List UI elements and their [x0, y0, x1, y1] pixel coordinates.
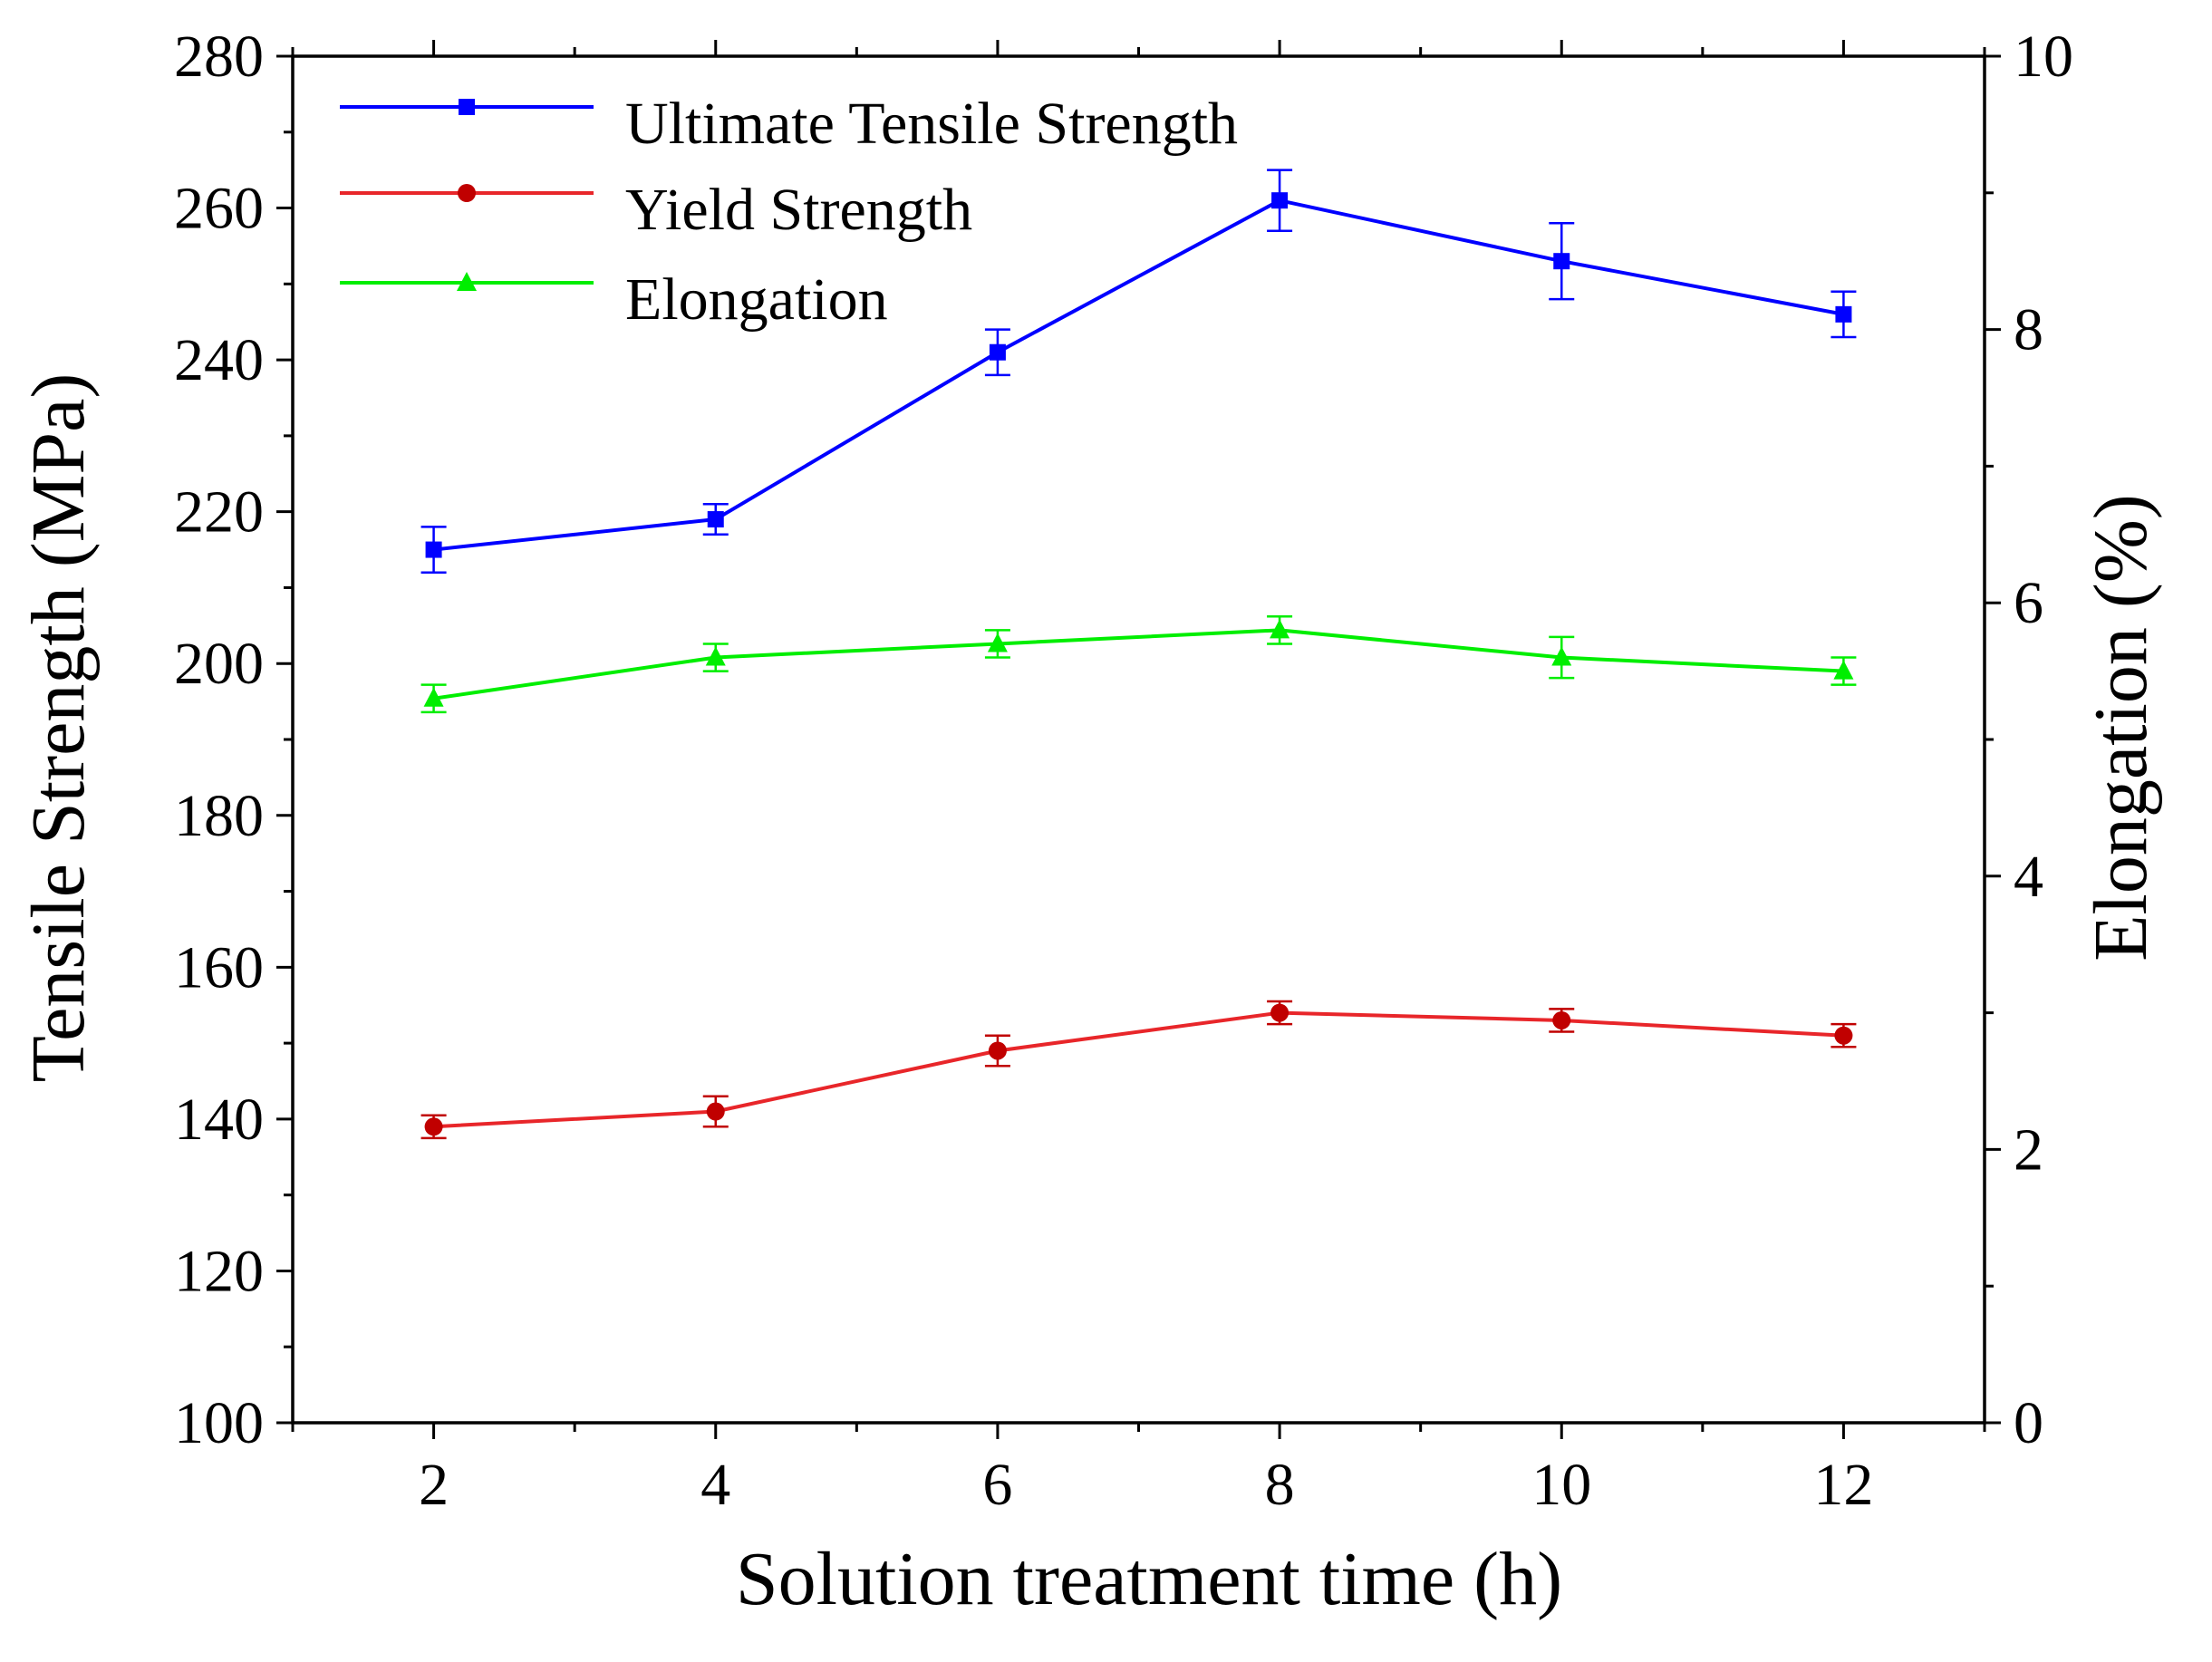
- data-point: [705, 646, 726, 666]
- data-point: [1271, 192, 1289, 209]
- y2-tick-label: 6: [2014, 570, 2043, 636]
- series-elongation: [420, 615, 1857, 714]
- data-point: [425, 541, 442, 558]
- data-point: [424, 1117, 443, 1136]
- x-tick-label: 10: [1531, 1452, 1591, 1518]
- data-point: [1834, 1026, 1853, 1045]
- data-point: [1270, 1003, 1290, 1022]
- series-layer: [420, 169, 1857, 1140]
- legend-label: Yield Strength: [625, 177, 972, 243]
- y-tick-label: 220: [174, 479, 264, 546]
- data-point: [707, 511, 724, 528]
- y-tick-label: 180: [174, 783, 264, 849]
- data-point: [987, 633, 1008, 652]
- axes: 2 4 6 8 10 12 100 120 140 160 180 200 220 240 260 280 0 2…: [174, 24, 2073, 1518]
- y-tick-label: 260: [174, 176, 264, 242]
- y2-tick-label: 4: [2014, 844, 2043, 910]
- series-line: [433, 628, 1844, 701]
- data-point: [423, 687, 444, 707]
- x-axis-title: Solution treatment time (h): [736, 1537, 1562, 1621]
- y2-tick-label: 0: [2014, 1390, 2043, 1456]
- x-tick-label: 8: [1265, 1452, 1295, 1518]
- legend: Ultimate Tensile Strength Yield Strength E…: [340, 91, 1238, 333]
- y-tick-label: 160: [174, 934, 264, 1000]
- y2-tick-label: 10: [2014, 24, 2073, 90]
- y-tick-label: 240: [174, 327, 264, 393]
- data-point: [1835, 305, 1852, 323]
- plot-frame: [291, 54, 1986, 1425]
- series-line: [433, 198, 1844, 552]
- y-tick-label: 200: [174, 631, 264, 697]
- y-tick-label: 100: [174, 1390, 264, 1456]
- data-point: [1270, 619, 1290, 639]
- legend-label: Elongation: [625, 266, 888, 333]
- y-tick-label: 140: [174, 1087, 264, 1153]
- y-axis-title: Tensile Strength (MPa): [16, 373, 101, 1083]
- data-point: [706, 1102, 725, 1121]
- x-tick-label: 2: [419, 1452, 449, 1518]
- y2-axis-title: Elongation (%): [2079, 494, 2163, 961]
- x-tick-label: 12: [1813, 1452, 1873, 1518]
- series-ultimate-tensile-strength: [420, 169, 1857, 574]
- data-point: [1553, 253, 1570, 270]
- data-point: [1552, 1010, 1571, 1029]
- data-point: [988, 1041, 1007, 1060]
- data-point: [989, 343, 1006, 361]
- series-yield-strength: [420, 1000, 1857, 1140]
- y-tick-label: 280: [174, 24, 264, 90]
- legend-marker: [458, 184, 476, 202]
- legend-label: Ultimate Tensile Strength: [625, 91, 1238, 157]
- y2-tick-label: 2: [2014, 1116, 2043, 1183]
- legend-marker: [459, 99, 475, 115]
- data-point: [1833, 660, 1854, 680]
- legend-marker: [457, 272, 477, 291]
- series-line: [433, 1010, 1844, 1129]
- x-tick-label: 4: [700, 1452, 730, 1518]
- x-tick-label: 6: [982, 1452, 1012, 1518]
- y-tick-label: 120: [174, 1238, 264, 1304]
- data-point: [1551, 646, 1572, 666]
- y2-tick-label: 8: [2014, 297, 2043, 363]
